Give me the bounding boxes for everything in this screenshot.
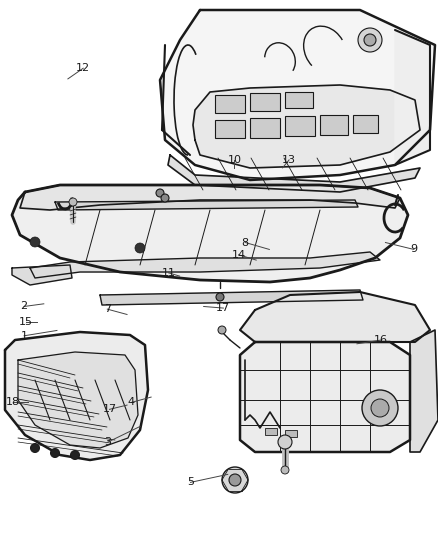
Polygon shape <box>18 352 138 448</box>
Text: 11: 11 <box>162 268 176 278</box>
Circle shape <box>216 293 224 301</box>
Bar <box>320 115 348 135</box>
Circle shape <box>229 474 241 486</box>
Polygon shape <box>193 85 420 168</box>
Text: 10: 10 <box>227 155 241 165</box>
Text: 18: 18 <box>6 398 20 407</box>
Circle shape <box>364 34 376 46</box>
Text: 15: 15 <box>19 318 33 327</box>
Polygon shape <box>240 292 430 342</box>
Polygon shape <box>240 342 410 452</box>
Text: 1: 1 <box>21 331 28 341</box>
Polygon shape <box>410 330 438 452</box>
Bar <box>250 118 280 138</box>
Circle shape <box>358 28 382 52</box>
Polygon shape <box>168 155 420 192</box>
Bar <box>215 95 245 113</box>
Text: 8: 8 <box>242 238 249 247</box>
Circle shape <box>135 243 145 253</box>
Circle shape <box>50 448 60 457</box>
Text: 13: 13 <box>282 155 296 165</box>
Text: 14: 14 <box>232 250 246 260</box>
Polygon shape <box>5 332 148 460</box>
Circle shape <box>69 198 77 206</box>
Bar <box>285 116 315 136</box>
Polygon shape <box>12 185 408 282</box>
Circle shape <box>30 237 40 247</box>
Bar <box>285 430 297 437</box>
Polygon shape <box>20 185 400 210</box>
Polygon shape <box>30 252 380 278</box>
Circle shape <box>31 443 39 453</box>
Circle shape <box>71 450 80 459</box>
Circle shape <box>278 435 292 449</box>
Polygon shape <box>100 290 363 305</box>
Circle shape <box>281 466 289 474</box>
Text: 3: 3 <box>104 438 111 447</box>
Polygon shape <box>395 30 430 165</box>
Bar <box>265 428 277 435</box>
Bar <box>353 115 378 133</box>
Bar <box>215 120 245 138</box>
Polygon shape <box>55 200 358 210</box>
Circle shape <box>371 399 389 417</box>
Circle shape <box>222 467 248 493</box>
Polygon shape <box>160 10 435 180</box>
Text: 9: 9 <box>410 245 417 254</box>
Text: 12: 12 <box>76 63 90 73</box>
Text: 17: 17 <box>102 405 117 414</box>
Text: 16: 16 <box>374 335 388 345</box>
Circle shape <box>362 390 398 426</box>
Text: 4: 4 <box>128 398 135 407</box>
Bar <box>250 93 280 111</box>
Polygon shape <box>12 265 72 285</box>
Text: 5: 5 <box>187 478 194 487</box>
Circle shape <box>161 194 169 202</box>
Circle shape <box>156 189 164 197</box>
Text: 17: 17 <box>216 303 230 313</box>
Circle shape <box>218 326 226 334</box>
Bar <box>285 92 313 108</box>
Text: 7: 7 <box>104 304 111 314</box>
Text: 2: 2 <box>21 302 28 311</box>
